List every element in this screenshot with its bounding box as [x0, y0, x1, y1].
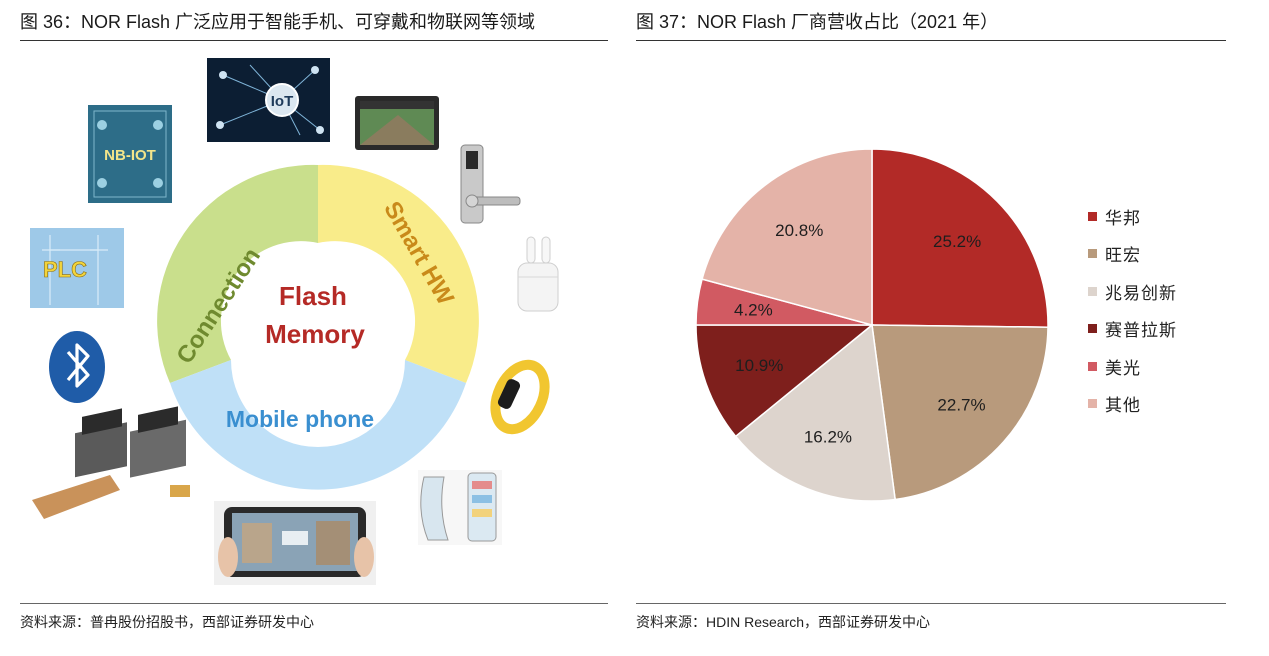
- right-title-rule: [636, 40, 1226, 41]
- legend-item: 兆易创新: [1088, 282, 1177, 303]
- legend-item: 华邦: [1088, 207, 1177, 228]
- pie-slice: [871, 148, 1049, 328]
- svg-text:IoT: IoT: [271, 93, 294, 110]
- legend-item: 赛普拉斯: [1088, 320, 1177, 340]
- application-ring: Connection Smart HW Mobile phone Flash M…: [157, 164, 479, 490]
- legend-label: 美光: [1105, 358, 1141, 378]
- pie-slice-label: 22.7%: [937, 395, 985, 414]
- pie-slice-label: 20.8%: [775, 221, 823, 240]
- nbiot-board-icon: NB-IOT: [88, 105, 172, 203]
- pie-slice-label: 10.9%: [735, 356, 783, 375]
- left-source-rule: [20, 603, 608, 604]
- legend-label: 旺宏: [1105, 246, 1141, 266]
- svg-text:NB-IOT: NB-IOT: [104, 147, 156, 164]
- legend-swatch: [1088, 324, 1097, 334]
- legend-swatch: [1088, 286, 1097, 296]
- legend-label: 华邦: [1105, 208, 1141, 228]
- vendor-share-pie-chart: 25.2% 22.7% 16.2% 10.9% 4.2% 20.8%: [636, 45, 1226, 600]
- earbuds-case-icon: [517, 236, 559, 312]
- smart-lock-icon: [460, 144, 521, 224]
- mobile-phone-segment: [170, 360, 466, 490]
- car-navigator-icon: [355, 96, 439, 150]
- legend-item: 美光: [1088, 357, 1177, 378]
- svg-text:PLC: PLC: [43, 257, 87, 282]
- legend-swatch: [1088, 249, 1097, 259]
- right-figure-title: 图 37：NOR Flash 厂商营收占比（2021 年）: [636, 12, 999, 32]
- pie-slice-label: 4.2%: [734, 300, 773, 319]
- legend-item: 其他: [1088, 395, 1177, 415]
- pie-chart-svg: 25.2% 22.7% 16.2% 10.9% 4.2% 20.8%: [695, 148, 1049, 502]
- mobile-phone-label: Mobile phone: [226, 406, 374, 432]
- legend-swatch: [1088, 399, 1097, 409]
- legend-label: 兆易创新: [1105, 283, 1177, 303]
- legend-label: 赛普拉斯: [1105, 321, 1177, 341]
- connection-segment: [157, 164, 318, 383]
- smart-hw-segment: [318, 164, 479, 383]
- plc-icon: PLC: [30, 228, 124, 308]
- camera-module-icon: [32, 406, 190, 519]
- center-text-flash: Flash: [279, 281, 347, 311]
- phone-ar-icon: [214, 501, 376, 585]
- flexible-phone-icon: [418, 470, 502, 545]
- smart-band-icon: [490, 359, 550, 435]
- left-title-rule: [20, 40, 608, 41]
- application-diagram: Connection Smart HW Mobile phone Flash M…: [20, 45, 608, 600]
- right-source-rule: [636, 603, 1226, 604]
- legend-label: 其他: [1105, 396, 1141, 416]
- left-figure-title: 图 36：NOR Flash 广泛应用于智能手机、可穿戴和物联网等领域: [20, 12, 536, 32]
- center-text-memory: Memory: [265, 319, 365, 349]
- right-figure-source: 资料来源：HDIN Research，西部证券研发中心: [636, 614, 931, 630]
- pie-slice: [701, 148, 873, 326]
- pie-slice: [695, 324, 875, 438]
- pie-slice-label: 25.2%: [933, 232, 981, 251]
- legend-swatch: [1088, 211, 1097, 221]
- pie-slice: [871, 324, 1049, 501]
- iot-network-icon: IoT: [207, 58, 330, 142]
- legend-swatch: [1088, 361, 1097, 371]
- left-figure-source: 资料来源：普冉股份招股书，西部证券研发中心: [20, 614, 314, 630]
- pie-slice-label: 16.2%: [804, 427, 852, 446]
- pie-legend: 华邦 旺宏 兆易创新 赛普拉斯 美光 其他: [1088, 207, 1177, 433]
- pie-slice: [734, 323, 896, 502]
- legend-item: 旺宏: [1088, 245, 1177, 265]
- bluetooth-icon: [49, 331, 105, 403]
